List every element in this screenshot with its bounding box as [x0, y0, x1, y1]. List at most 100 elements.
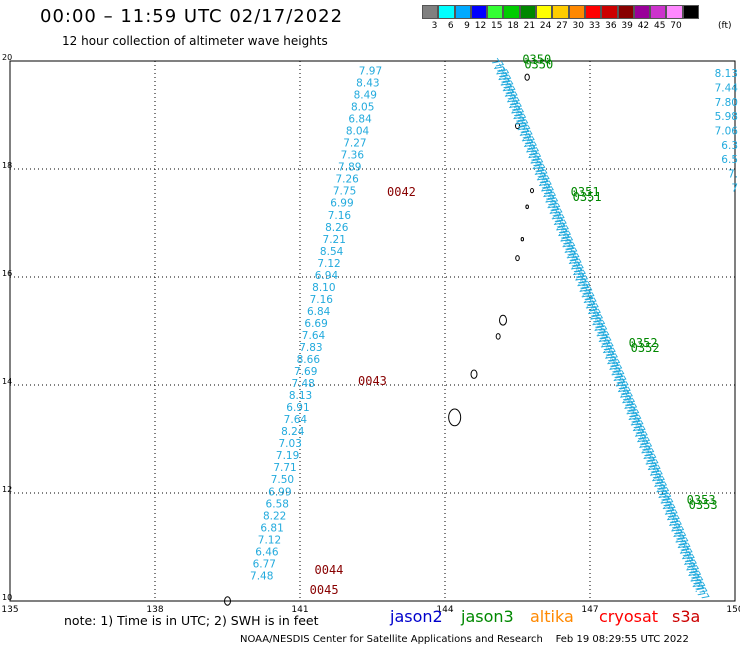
legend-swatch [519, 5, 537, 19]
legend-swatch [633, 5, 651, 19]
satellite-label-jason2: jason2 [390, 607, 443, 626]
track-value-label: 8.05 [351, 102, 374, 114]
legend-tick-label: 9 [464, 21, 470, 31]
island-outline [525, 204, 529, 210]
island-outline [530, 188, 534, 194]
pass-time-label: 0352 [629, 336, 658, 350]
track-value-label: 7.06 [715, 125, 739, 137]
legend-swatch [470, 5, 488, 19]
lat-tick-label: 14 [2, 377, 12, 386]
track-value-label: 6.84 [348, 114, 372, 126]
lon-tick-label: 144 [436, 605, 453, 615]
legend-swatch [454, 5, 471, 19]
track-value-label: 6.46 [255, 546, 279, 558]
legend-swatch [617, 5, 634, 19]
track-value-label: 7.83 [299, 342, 322, 354]
track-value-label: 6.99 [268, 486, 291, 498]
legend-swatch [568, 5, 585, 19]
lat-tick-label: 16 [2, 269, 12, 278]
lat-tick-label: 12 [2, 485, 12, 494]
legend-tick-label: 12 [474, 21, 487, 31]
lat-tick-label: 18 [2, 161, 12, 170]
track-value-label: 8.54 [320, 246, 344, 258]
satellite-label-jason3: jason3 [461, 607, 514, 626]
legend-tick-label: 33 [588, 21, 601, 31]
island-outline [224, 596, 231, 606]
legend-swatch [666, 5, 683, 19]
track-value-label: 6.94 [315, 270, 339, 282]
legend-tick-label: 42 [637, 21, 650, 31]
legend-tick-label: 15 [491, 21, 503, 31]
lon-tick-label: 150 [726, 605, 740, 615]
track-value-label: 7.64 [302, 330, 326, 342]
lat-tick-label: 10 [2, 593, 12, 602]
island-outline [448, 408, 462, 427]
timestamp-text: Feb 19 08:29:55 UTC 2022 [555, 634, 689, 645]
track-value-label: 7.36 [341, 150, 365, 162]
legend-tick-label: 24 [539, 21, 552, 31]
pass-time-label: 0352 [631, 341, 660, 355]
track-value-label: 8.04 [346, 126, 370, 138]
lon-tick-label: 141 [291, 605, 308, 615]
legend-tick-label: 21 [523, 21, 536, 31]
legend-swatch [650, 5, 667, 19]
track-value-label: 8.10 [312, 282, 335, 294]
track-value-label: 6.5 [721, 154, 738, 166]
track-value-label: 6.81 [260, 522, 283, 534]
pass-time-label: 0351 [571, 185, 600, 199]
pass-time-label: 0042 [387, 185, 416, 199]
track-value-label: 6.58 [266, 498, 289, 510]
legend-swatch [601, 5, 618, 19]
color-scale-labels: 3 6 9 12 15 18 21 24 27 30 33 36 39 42 45 70 [422, 21, 683, 31]
chart-title: 00:00 – 11:59 UTC 02/17/2022 [40, 6, 344, 27]
track-value-label: 7.21 [323, 234, 346, 246]
footer-note: note: 1) Time is in UTC; 2) SWH is in fe… [64, 613, 319, 628]
track-value-label: 7.97 [359, 66, 382, 78]
track-value-label: 7.44 [715, 83, 739, 95]
island-outline [515, 122, 520, 130]
legend-tick-label: 39 [621, 21, 633, 31]
track-value-label: 7.26 [335, 174, 359, 186]
track-value-label: 8.13 [715, 68, 738, 80]
color-scale-legend [422, 5, 700, 19]
pass-time-label: 0353 [689, 498, 718, 512]
pass-time-label: 0044 [315, 563, 344, 577]
track-value-label: 7 [731, 183, 738, 195]
track-value-label: 7.27 [343, 138, 366, 150]
track-value-label: 7.64 [284, 414, 308, 426]
island-outline [515, 255, 520, 262]
pass-time-label: 0350 [524, 58, 553, 72]
legend-tick-label: 18 [507, 21, 519, 31]
legend-tick-label: 70 [670, 21, 682, 31]
track-value-label: 7.69 [294, 366, 317, 378]
track-value-label: 6.84 [307, 306, 331, 318]
track-value-label: 8.13 [289, 390, 312, 402]
track-value-label: 8.49 [354, 90, 377, 102]
lon-tick-label: 135 [1, 605, 18, 615]
track-value-label: 6.99 [330, 198, 353, 210]
track-value-label: 7.12 [258, 534, 281, 546]
track-value-label: 7.16 [328, 210, 352, 222]
island-outline [520, 237, 525, 242]
track-value-label: 8.26 [325, 222, 349, 234]
legend-swatch [536, 5, 553, 19]
lat-tick-label: 20 [2, 53, 12, 62]
satellite-label-cryosat: cryosat [599, 607, 659, 626]
map-frame [9, 60, 736, 602]
track-value-label: 8.24 [281, 426, 305, 438]
track-value-label: 7.16 [310, 294, 334, 306]
track-value-label: 7.48 [291, 378, 314, 390]
footer-credit: NOAA/NESDIS Center for Satellite Applica… [240, 634, 689, 645]
track-value-label: 8.22 [263, 510, 286, 522]
island-outline [495, 333, 501, 340]
track-value-label: 6.69 [304, 318, 327, 330]
track-value-label: 7.50 [271, 474, 294, 486]
track-value-label: 6.3 [721, 140, 738, 152]
track-value-label: 7.80 [715, 97, 738, 109]
satellite-label-altika: altika [530, 607, 574, 626]
track-value-label: 5.98 [715, 111, 738, 123]
lon-tick-label: 138 [146, 605, 163, 615]
track-value-label: 7.48 [250, 570, 273, 582]
pass-time-label: 0353 [687, 493, 716, 507]
